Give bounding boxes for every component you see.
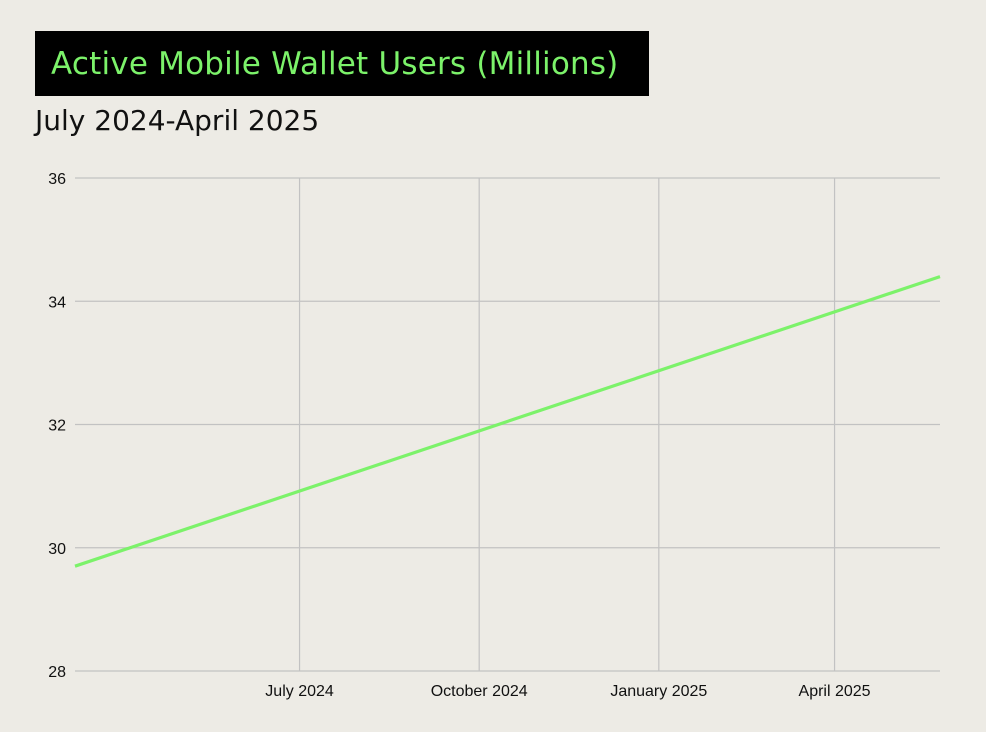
series-lines (74, 275, 941, 568)
x-tick-label: July 2024 (265, 683, 334, 700)
x-tick-label: April 2025 (799, 683, 871, 700)
series-line (74, 275, 941, 568)
y-tick-label: 36 (48, 171, 66, 188)
x-gridlines (298, 178, 836, 671)
y-tick-label: 32 (48, 418, 66, 435)
y-tick-label: 28 (48, 664, 66, 681)
y-tick-label: 30 (48, 541, 66, 558)
x-tick-label: January 2025 (610, 683, 707, 700)
y-tick-labels: 28 30 32 34 36 (48, 171, 66, 681)
y-gridlines (75, 177, 940, 672)
x-tick-labels: July 2024 October 2024 January 2025 April 2… (265, 683, 870, 700)
chart-title: Active Mobile Wallet Users (Millions) (51, 45, 619, 82)
x-tick-label: October 2024 (431, 683, 528, 700)
y-tick-label: 34 (48, 294, 66, 311)
chart-subtitle: July 2024-April 2025 (35, 104, 320, 137)
chart-title-box: Active Mobile Wallet Users (Millions) (35, 31, 649, 96)
